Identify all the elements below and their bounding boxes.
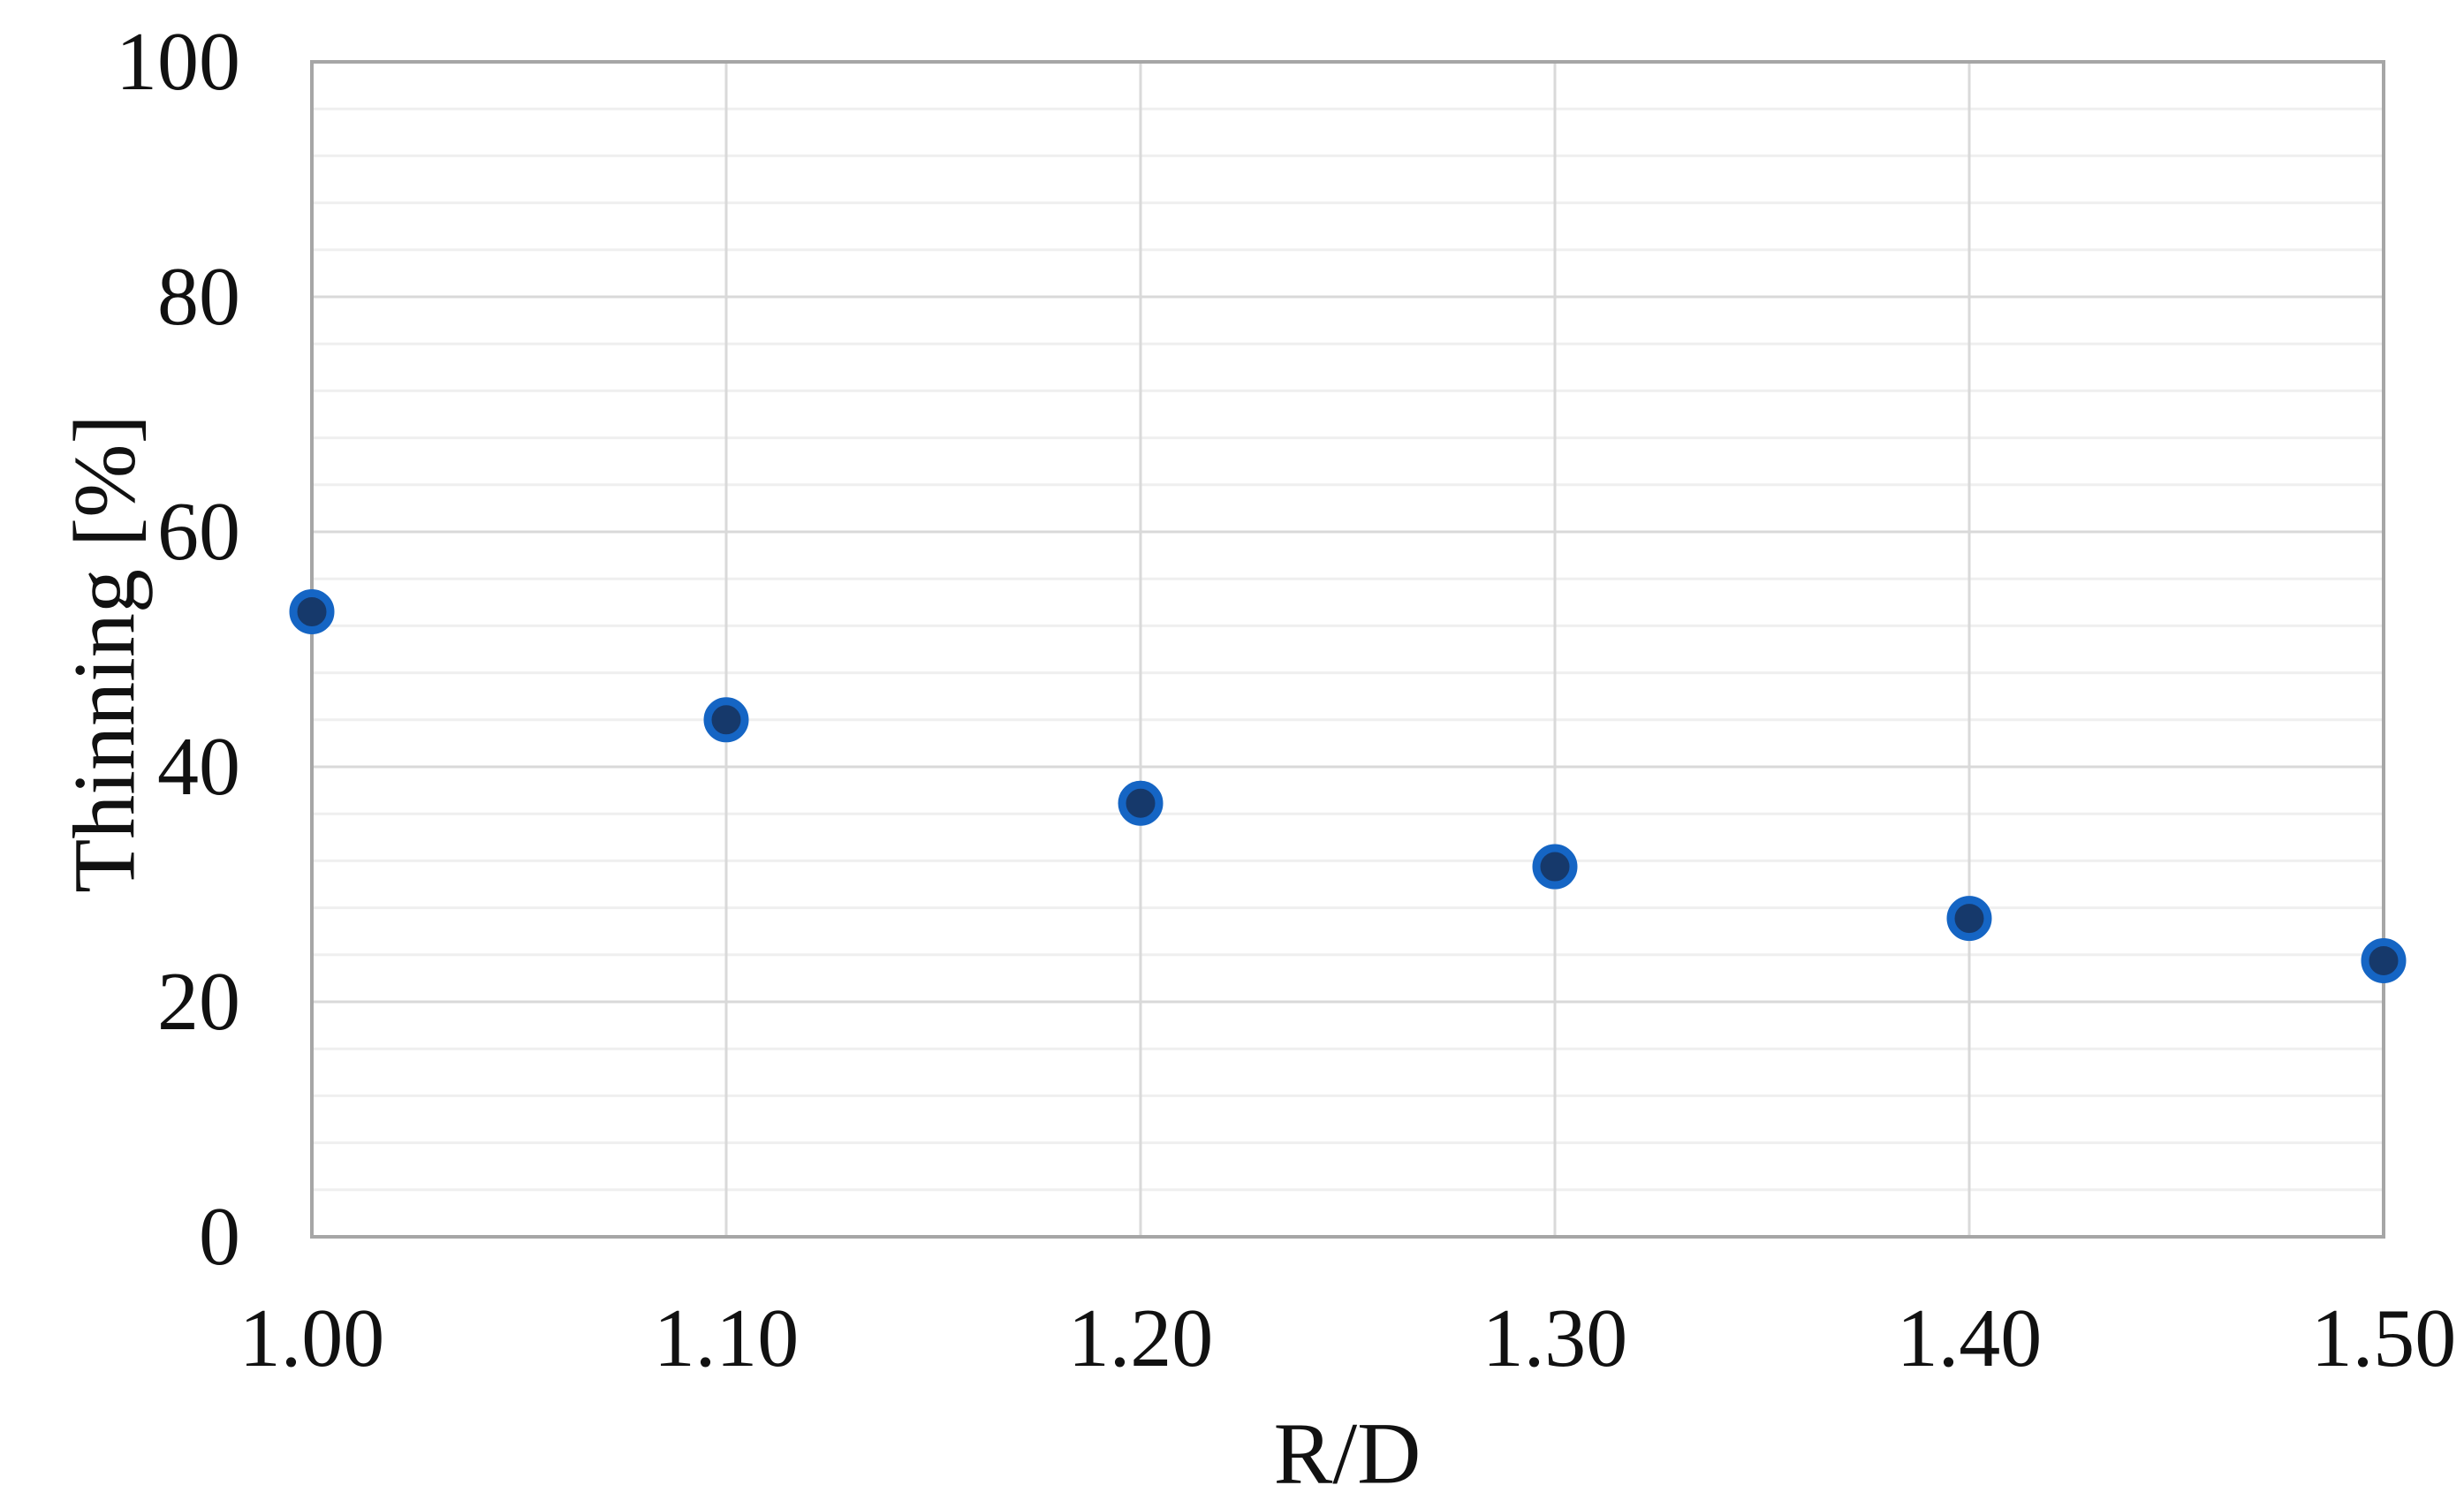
y-tick-label: 40 <box>157 721 240 813</box>
y-tick-label: 0 <box>199 1191 240 1283</box>
plot-frame <box>310 60 2385 1239</box>
y-tick-label: 100 <box>116 16 240 108</box>
data-point <box>289 588 335 634</box>
data-point <box>2361 937 2407 983</box>
x-axis-title: R/D <box>1273 1404 1422 1503</box>
x-tick-label: 1.50 <box>2310 1292 2457 1384</box>
x-tick-label: 1.10 <box>653 1292 800 1384</box>
y-axis-title: Thinning [%] <box>55 414 154 893</box>
y-tick-label: 20 <box>157 956 240 1048</box>
y-tick-label: 80 <box>157 251 240 343</box>
x-tick-label: 1.30 <box>1482 1292 1628 1384</box>
y-tick-label: 60 <box>157 486 240 578</box>
x-tick-label: 1.40 <box>1896 1292 2043 1384</box>
data-point <box>1118 780 1164 826</box>
x-tick-label: 1.20 <box>1067 1292 1214 1384</box>
data-point <box>1946 896 1992 942</box>
data-point <box>703 697 749 743</box>
x-tick-label: 1.00 <box>239 1292 385 1384</box>
data-point <box>1532 844 1578 890</box>
